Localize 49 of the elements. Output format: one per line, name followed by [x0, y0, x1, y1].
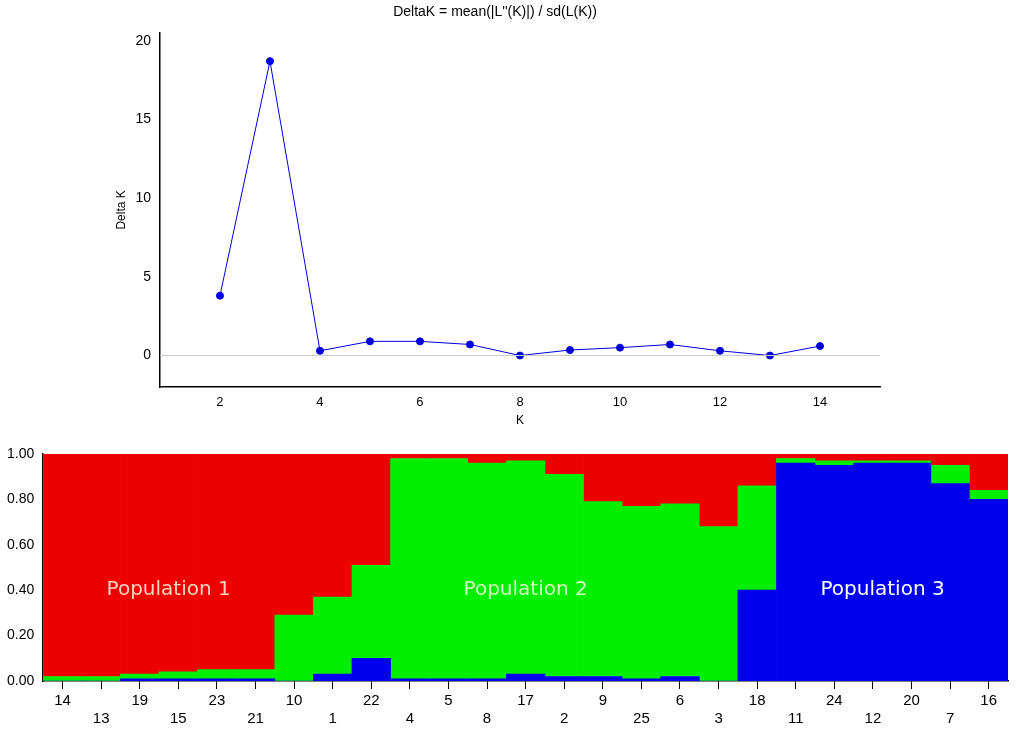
y-tick-label: 10	[135, 188, 152, 205]
x-tick-label: 1	[328, 709, 337, 727]
y-tick-label: 0.80	[7, 490, 35, 507]
x-tick-label: 25	[633, 709, 650, 727]
x-tick-label: 17	[517, 691, 534, 709]
y-tick-label: 5	[143, 267, 152, 284]
x-tick-label: 14	[54, 691, 71, 709]
y-tick-label: 0.40	[7, 581, 35, 598]
x-tick-label: 8	[516, 394, 524, 410]
x-tick-label: 22	[362, 691, 380, 709]
x-tick-label: 11	[787, 709, 804, 727]
x-tick-label: 10	[612, 394, 628, 410]
y-tick-label: 1.00	[7, 444, 35, 461]
x-tick-label: 24	[826, 691, 843, 709]
y-tick-label: 15	[135, 110, 152, 127]
y-tick-label: 0.60	[7, 535, 35, 552]
x-tick-label: 19	[131, 691, 149, 709]
x-tick-label: 5	[444, 691, 453, 709]
x-tick-label: 20	[903, 691, 920, 709]
x-tick-label: 6	[416, 394, 424, 410]
y-tick-label: 0.20	[7, 626, 35, 643]
x-tick-label: 8	[482, 709, 492, 727]
annotation: Population 3	[820, 576, 945, 601]
y-tick-label: 20	[135, 31, 152, 48]
x-tick-label: 15	[169, 709, 187, 727]
x-tick-label: 12	[864, 709, 882, 727]
x-tick-label: 14	[812, 394, 828, 410]
annotation: Population 1	[106, 576, 231, 601]
x-tick-label: 9	[598, 691, 607, 709]
annotation: Population 2	[463, 576, 588, 601]
x-tick-label: 3	[714, 709, 723, 727]
x-axis-title: K	[515, 413, 524, 428]
x-tick-label: 16	[980, 691, 998, 709]
x-tick-label: 2	[216, 394, 224, 410]
x-tick-label: 7	[945, 709, 955, 727]
chart-title: DeltaK = mean(|L''(K)|) / sd(L(K))	[393, 3, 597, 20]
x-tick-label: 4	[405, 709, 415, 727]
x-tick-label: 18	[748, 691, 766, 709]
y-axis-title: Delta K	[113, 190, 128, 230]
x-tick-label: 23	[208, 691, 226, 709]
y-tick-label: 0.00	[7, 671, 35, 688]
x-tick-label: 12	[712, 394, 728, 410]
x-tick-label: 4	[316, 394, 324, 410]
x-tick-label: 10	[285, 691, 303, 709]
x-tick-label: 21	[247, 709, 264, 727]
x-tick-label: 6	[675, 691, 685, 709]
y-tick-label: 0	[143, 346, 152, 363]
x-tick-label: 2	[560, 709, 569, 727]
x-tick-label: 13	[92, 709, 110, 727]
